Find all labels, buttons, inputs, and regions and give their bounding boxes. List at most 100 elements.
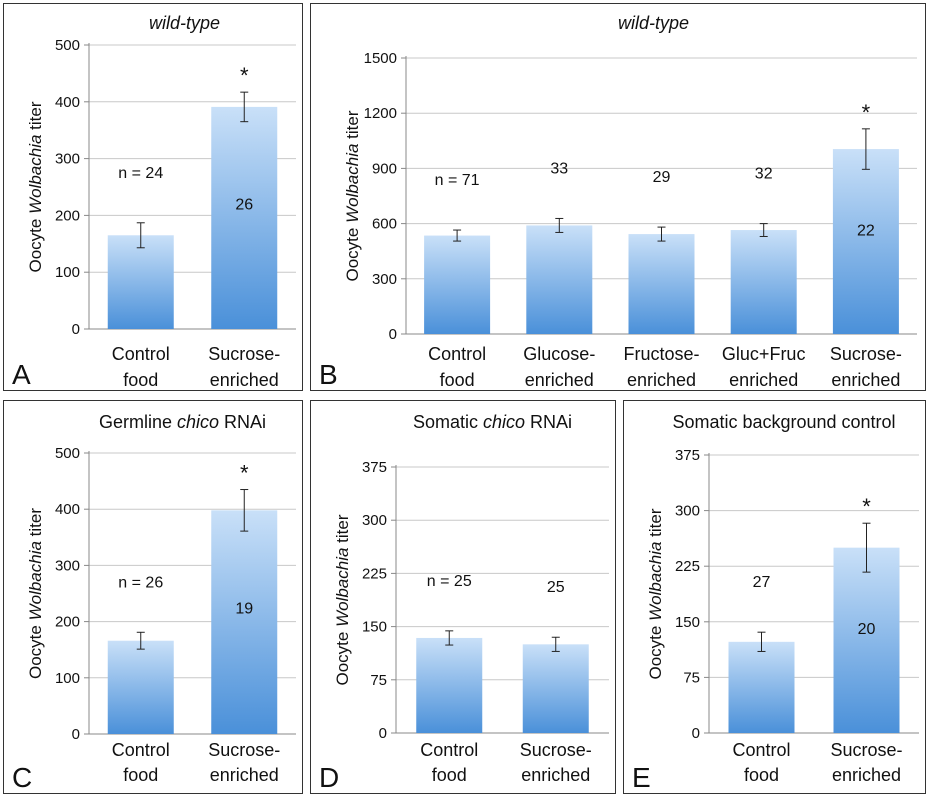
y-axis-label-prefix: Oocyte: [646, 621, 665, 680]
x-tick-label-line2: food: [123, 765, 158, 785]
x-tick-label-line2: enriched: [729, 370, 798, 390]
chart-title-b: wild-type: [618, 13, 689, 33]
y-tick-label: 0: [389, 326, 397, 343]
bar: [424, 235, 491, 334]
title-part-2: RNAi: [219, 412, 266, 432]
significance-star: *: [862, 100, 871, 125]
title-part-0: Somatic background control: [672, 412, 895, 432]
n-label: 29: [653, 169, 671, 186]
n-label: n = 71: [435, 172, 480, 189]
y-tick-label: 300: [675, 503, 700, 520]
y-tick-label: 300: [55, 557, 80, 574]
x-tick-label: Fructose-: [623, 344, 699, 364]
x-tick-label-line2: enriched: [831, 370, 900, 390]
y-tick-label: 375: [362, 459, 387, 476]
y-tick-label: 1500: [364, 50, 397, 67]
significance-star: *: [240, 461, 249, 486]
y-tick-label: 900: [372, 160, 397, 177]
significance-star: *: [862, 494, 871, 519]
y-axis-label-italic: Wolbachia: [343, 144, 362, 223]
y-tick-label: 100: [55, 670, 80, 687]
bar: [107, 640, 174, 734]
n-label: 27: [753, 574, 771, 591]
title-part-1: chico: [483, 412, 525, 432]
panel-a: wild-type 0 100 200 300 400 500 Oocyte Wolbachi…: [3, 3, 303, 391]
n-label: 20: [858, 621, 876, 638]
y-axis-label-suffix: titer: [343, 110, 362, 143]
chart-title-d: Somatic chico RNAi: [413, 412, 572, 432]
title-part-0: wild-type: [149, 13, 220, 33]
y-axis-label-italic: Wolbachia: [26, 541, 45, 620]
x-tick-label: Sucrose-: [208, 740, 280, 760]
y-tick-label: 600: [372, 216, 397, 233]
title-part-0: Germline: [99, 412, 177, 432]
chart-b: wild-type 0 300 600 900 1200 1500 Oocyte Wolbac…: [319, 13, 917, 390]
x-tick-label-line2: food: [123, 370, 158, 390]
y-tick-label: 500: [55, 37, 80, 54]
y-tick-label: 500: [55, 445, 80, 462]
y-axis-label: Oocyte Wolbachia titer: [333, 514, 352, 685]
y-tick-label: 0: [379, 725, 387, 742]
y-axis-label: Oocyte Wolbachia titer: [26, 101, 45, 272]
x-tick-label: Control: [112, 344, 170, 364]
chart-d: Somatic chico RNAi 0 75 150 225 300 375 Oocyte …: [319, 412, 609, 793]
panel-letter: A: [12, 359, 31, 390]
bar: [107, 235, 174, 329]
panel-letter: E: [632, 762, 651, 793]
y-axis-label-suffix: titer: [333, 514, 352, 547]
title-part-1: chico: [177, 412, 219, 432]
y-axis-label-prefix: Oocyte: [333, 627, 352, 686]
title-part-2: RNAi: [525, 412, 572, 432]
chart-e: Somatic background control 0 75 150 225 300 37…: [632, 412, 919, 793]
y-tick-label: 400: [55, 94, 80, 111]
bar: [730, 230, 797, 334]
x-tick-label-line2: enriched: [627, 370, 696, 390]
n-label: 26: [235, 197, 253, 214]
y-axis-label-suffix: titer: [26, 508, 45, 541]
x-tick-label: Sucrose-: [830, 344, 902, 364]
y-axis-label-italic: Wolbachia: [646, 542, 665, 621]
panel-letter: C: [12, 762, 32, 793]
x-tick-label: Sucrose-: [208, 344, 280, 364]
y-tick-label: 150: [675, 614, 700, 631]
bar: [832, 149, 899, 334]
n-label: 22: [857, 222, 875, 239]
panel-letter: B: [319, 359, 338, 390]
significance-star: *: [240, 63, 249, 88]
y-axis-label-italic: Wolbachia: [333, 548, 352, 627]
bar: [833, 547, 900, 733]
y-tick-label: 300: [55, 151, 80, 168]
x-tick-label: Sucrose-: [830, 740, 902, 760]
y-axis-label: Oocyte Wolbachia titer: [26, 508, 45, 679]
x-tick-label-line2: food: [744, 765, 779, 785]
y-tick-label: 0: [72, 726, 80, 743]
chart-title-a: wild-type: [149, 13, 220, 33]
bar: [416, 637, 483, 733]
x-tick-label: Sucrose-: [520, 740, 592, 760]
x-tick-label-line2: enriched: [521, 765, 590, 785]
n-label: n = 25: [427, 573, 472, 590]
x-tick-label: Control: [732, 740, 790, 760]
panel-e: Somatic background control 0 75 150 225 300 37…: [623, 400, 926, 794]
x-tick-label: Control: [112, 740, 170, 760]
y-tick-label: 200: [55, 614, 80, 631]
y-axis-label: Oocyte Wolbachia titer: [646, 508, 665, 679]
y-tick-label: 300: [372, 271, 397, 288]
y-tick-label: 75: [370, 672, 387, 689]
bar: [526, 225, 593, 334]
x-tick-label: Control: [428, 344, 486, 364]
x-tick-label-line2: enriched: [210, 370, 279, 390]
title-part-0: wild-type: [618, 13, 689, 33]
x-tick-label-line2: food: [440, 370, 475, 390]
x-tick-label-line2: enriched: [210, 765, 279, 785]
n-label: 33: [550, 160, 568, 177]
y-axis-label-suffix: titer: [26, 101, 45, 134]
n-label: n = 24: [118, 165, 163, 182]
n-label: 32: [755, 166, 773, 183]
y-tick-label: 0: [72, 321, 80, 338]
y-axis-label-italic: Wolbachia: [26, 135, 45, 214]
y-tick-label: 225: [675, 558, 700, 575]
y-tick-label: 1200: [364, 105, 397, 122]
bar: [211, 106, 278, 329]
y-axis-label-prefix: Oocyte: [26, 214, 45, 273]
